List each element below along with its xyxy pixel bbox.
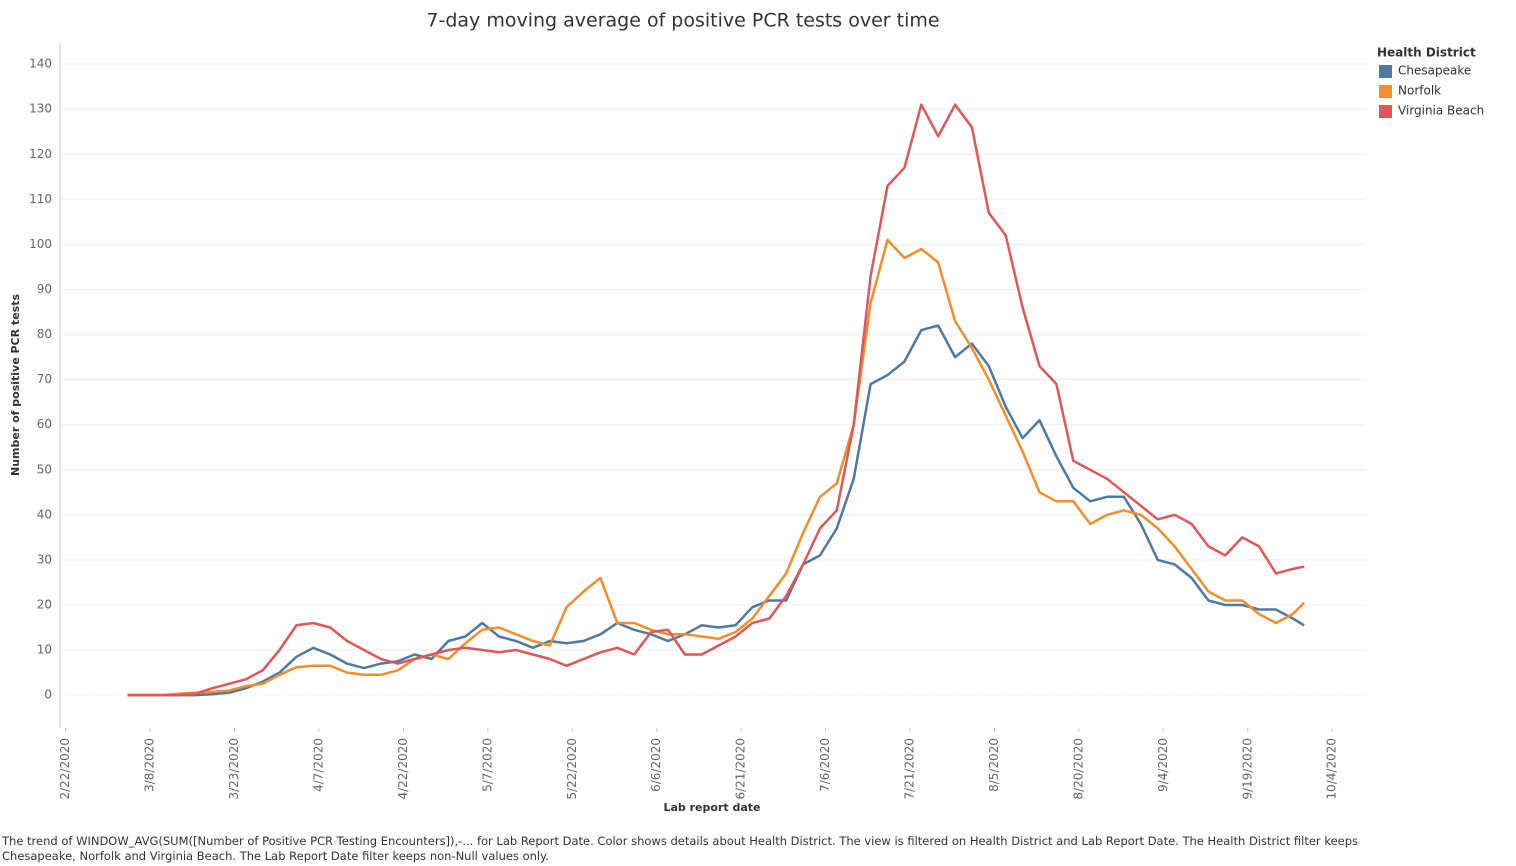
y-tick-label: 30 xyxy=(37,552,52,566)
y-tick-label: 120 xyxy=(29,147,52,161)
legend-swatch xyxy=(1379,65,1392,78)
x-tick-label: 2/22/2020 xyxy=(58,738,72,800)
legend-label: Chesapeake xyxy=(1398,64,1471,78)
x-tick-label: 7/21/2020 xyxy=(903,738,917,800)
x-tick-label: 9/19/2020 xyxy=(1240,738,1254,800)
x-tick-label: 8/20/2020 xyxy=(1071,738,1085,800)
x-tick-label: 6/6/2020 xyxy=(649,738,663,792)
y-tick-label: 130 xyxy=(29,102,52,116)
x-tick-label: 4/7/2020 xyxy=(311,738,325,792)
legend-label: Virginia Beach xyxy=(1398,104,1484,118)
legend-title: Health District xyxy=(1377,46,1476,60)
x-tick-label: 10/4/2020 xyxy=(1325,738,1339,800)
chart-title: 7-day moving average of positive PCR tes… xyxy=(426,10,939,32)
footnote: The trend of WINDOW_AVG(SUM([Number of P… xyxy=(2,834,1359,863)
y-tick-label: 90 xyxy=(37,282,52,296)
x-tick-label: 4/22/2020 xyxy=(396,738,410,800)
y-tick-label: 70 xyxy=(37,372,52,386)
x-tick-label: 3/23/2020 xyxy=(227,738,241,800)
x-tick-label: 5/22/2020 xyxy=(565,738,579,800)
legend-swatch xyxy=(1379,85,1392,98)
y-tick-label: 20 xyxy=(37,597,52,611)
y-tick-label: 50 xyxy=(37,462,52,476)
y-tick-label: 10 xyxy=(37,643,52,657)
x-tick-label: 3/8/2020 xyxy=(143,738,157,792)
x-tick-label: 9/4/2020 xyxy=(1156,738,1170,792)
y-tick-label: 140 xyxy=(29,57,52,71)
x-tick-label: 7/6/2020 xyxy=(818,738,832,792)
y-tick-label: 100 xyxy=(29,237,52,251)
y-tick-label: 60 xyxy=(37,417,52,431)
y-axis-title: Number of positive PCR tests xyxy=(9,294,22,476)
y-tick-label: 40 xyxy=(37,507,52,521)
x-axis-title: Lab report date xyxy=(664,801,761,814)
series-line xyxy=(127,103,1305,697)
y-tick-label: 0 xyxy=(44,688,52,702)
legend-label: Norfolk xyxy=(1398,84,1441,98)
series-line xyxy=(127,238,1305,697)
y-tick-label: 110 xyxy=(29,192,52,206)
series-line xyxy=(127,324,1305,697)
x-tick-label: 5/7/2020 xyxy=(480,738,494,792)
x-tick-label: 6/21/2020 xyxy=(734,738,748,800)
x-tick-label: 8/5/2020 xyxy=(987,738,1001,792)
legend-swatch xyxy=(1379,105,1392,118)
y-tick-label: 80 xyxy=(37,327,52,341)
